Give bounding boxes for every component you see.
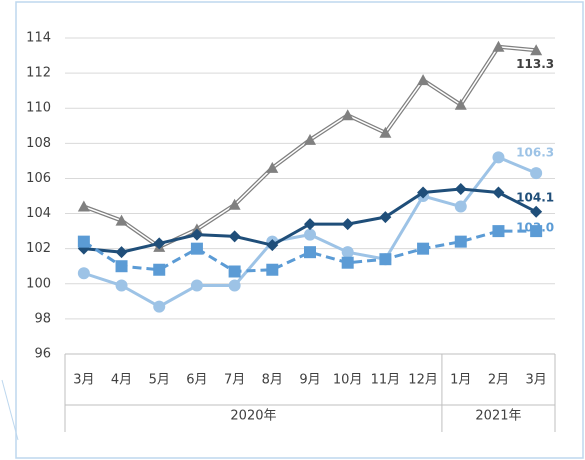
x-tick-label: 10月 — [333, 373, 363, 388]
marker — [228, 230, 241, 243]
y-tick-label: 110 — [26, 101, 51, 116]
series-line-inner — [83, 45, 537, 248]
marker — [304, 228, 316, 241]
marker — [190, 228, 203, 241]
y-tick-label: 100 — [26, 276, 51, 291]
y-tick-label: 106 — [26, 171, 51, 186]
marker — [379, 126, 392, 138]
marker — [417, 186, 430, 199]
marker — [266, 263, 279, 276]
marker — [454, 235, 467, 248]
x-tick-label: 1月 — [450, 373, 471, 388]
marker — [417, 74, 430, 86]
x-tick-label: 8月 — [262, 373, 283, 388]
marker — [304, 218, 316, 231]
marker — [228, 279, 241, 292]
marker — [341, 109, 354, 121]
marker — [190, 279, 203, 292]
marker — [530, 205, 543, 218]
group-label: 2021年 — [475, 409, 521, 424]
marker — [304, 133, 316, 145]
marker — [115, 279, 128, 292]
y-tick-label: 98 — [34, 311, 51, 326]
series-line — [83, 44, 537, 250]
marker — [492, 151, 505, 164]
marker — [530, 167, 543, 180]
marker — [530, 44, 543, 56]
x-tick-label: 11月 — [371, 373, 401, 388]
marker — [304, 246, 316, 259]
marker — [454, 98, 467, 110]
marker — [454, 182, 467, 195]
marker — [492, 40, 505, 52]
marker — [153, 263, 166, 276]
marker — [115, 214, 128, 226]
marker — [153, 237, 166, 250]
marker — [530, 225, 543, 238]
y-tick-label: 102 — [26, 241, 51, 256]
y-tick-label: 96 — [34, 347, 51, 362]
y-tick-label: 112 — [26, 66, 51, 81]
group-label: 2020年 — [230, 409, 276, 424]
y-tick-label: 108 — [26, 136, 51, 151]
marker — [492, 225, 505, 238]
data-label: 106.3 — [516, 146, 554, 160]
y-tick-label: 114 — [26, 31, 51, 46]
x-tick-label: 5月 — [149, 373, 170, 388]
marker — [190, 242, 203, 255]
data-label: 113.3 — [516, 57, 554, 71]
data-label: 103.0 — [516, 221, 554, 235]
marker — [115, 260, 128, 273]
decor-line — [1, 379, 19, 441]
marker — [341, 256, 354, 269]
marker — [341, 246, 354, 259]
x-tick-label: 12月 — [408, 373, 438, 388]
marker — [228, 265, 241, 278]
x-tick-label: 7月 — [224, 373, 245, 388]
y-tick-label: 104 — [26, 206, 51, 221]
x-tick-label: 6月 — [186, 373, 207, 388]
x-tick-label: 2月 — [488, 373, 509, 388]
x-tick-label: 4月 — [111, 373, 132, 388]
frame — [15, 1, 584, 459]
marker — [379, 253, 392, 266]
data-label: 104.1 — [516, 190, 554, 204]
marker — [77, 200, 90, 212]
marker — [454, 200, 467, 213]
marker — [77, 235, 90, 248]
marker — [266, 161, 279, 173]
marker — [266, 239, 279, 252]
x-tick-label: 3月 — [73, 373, 94, 388]
marker — [492, 186, 505, 199]
marker — [379, 211, 392, 224]
x-tick-label: 3月 — [526, 373, 547, 388]
x-tick-label: 9月 — [299, 373, 320, 388]
marker — [341, 218, 354, 231]
marker — [153, 300, 166, 313]
marker — [77, 267, 90, 280]
marker — [228, 198, 241, 210]
marker — [417, 242, 430, 255]
marker — [115, 246, 128, 259]
